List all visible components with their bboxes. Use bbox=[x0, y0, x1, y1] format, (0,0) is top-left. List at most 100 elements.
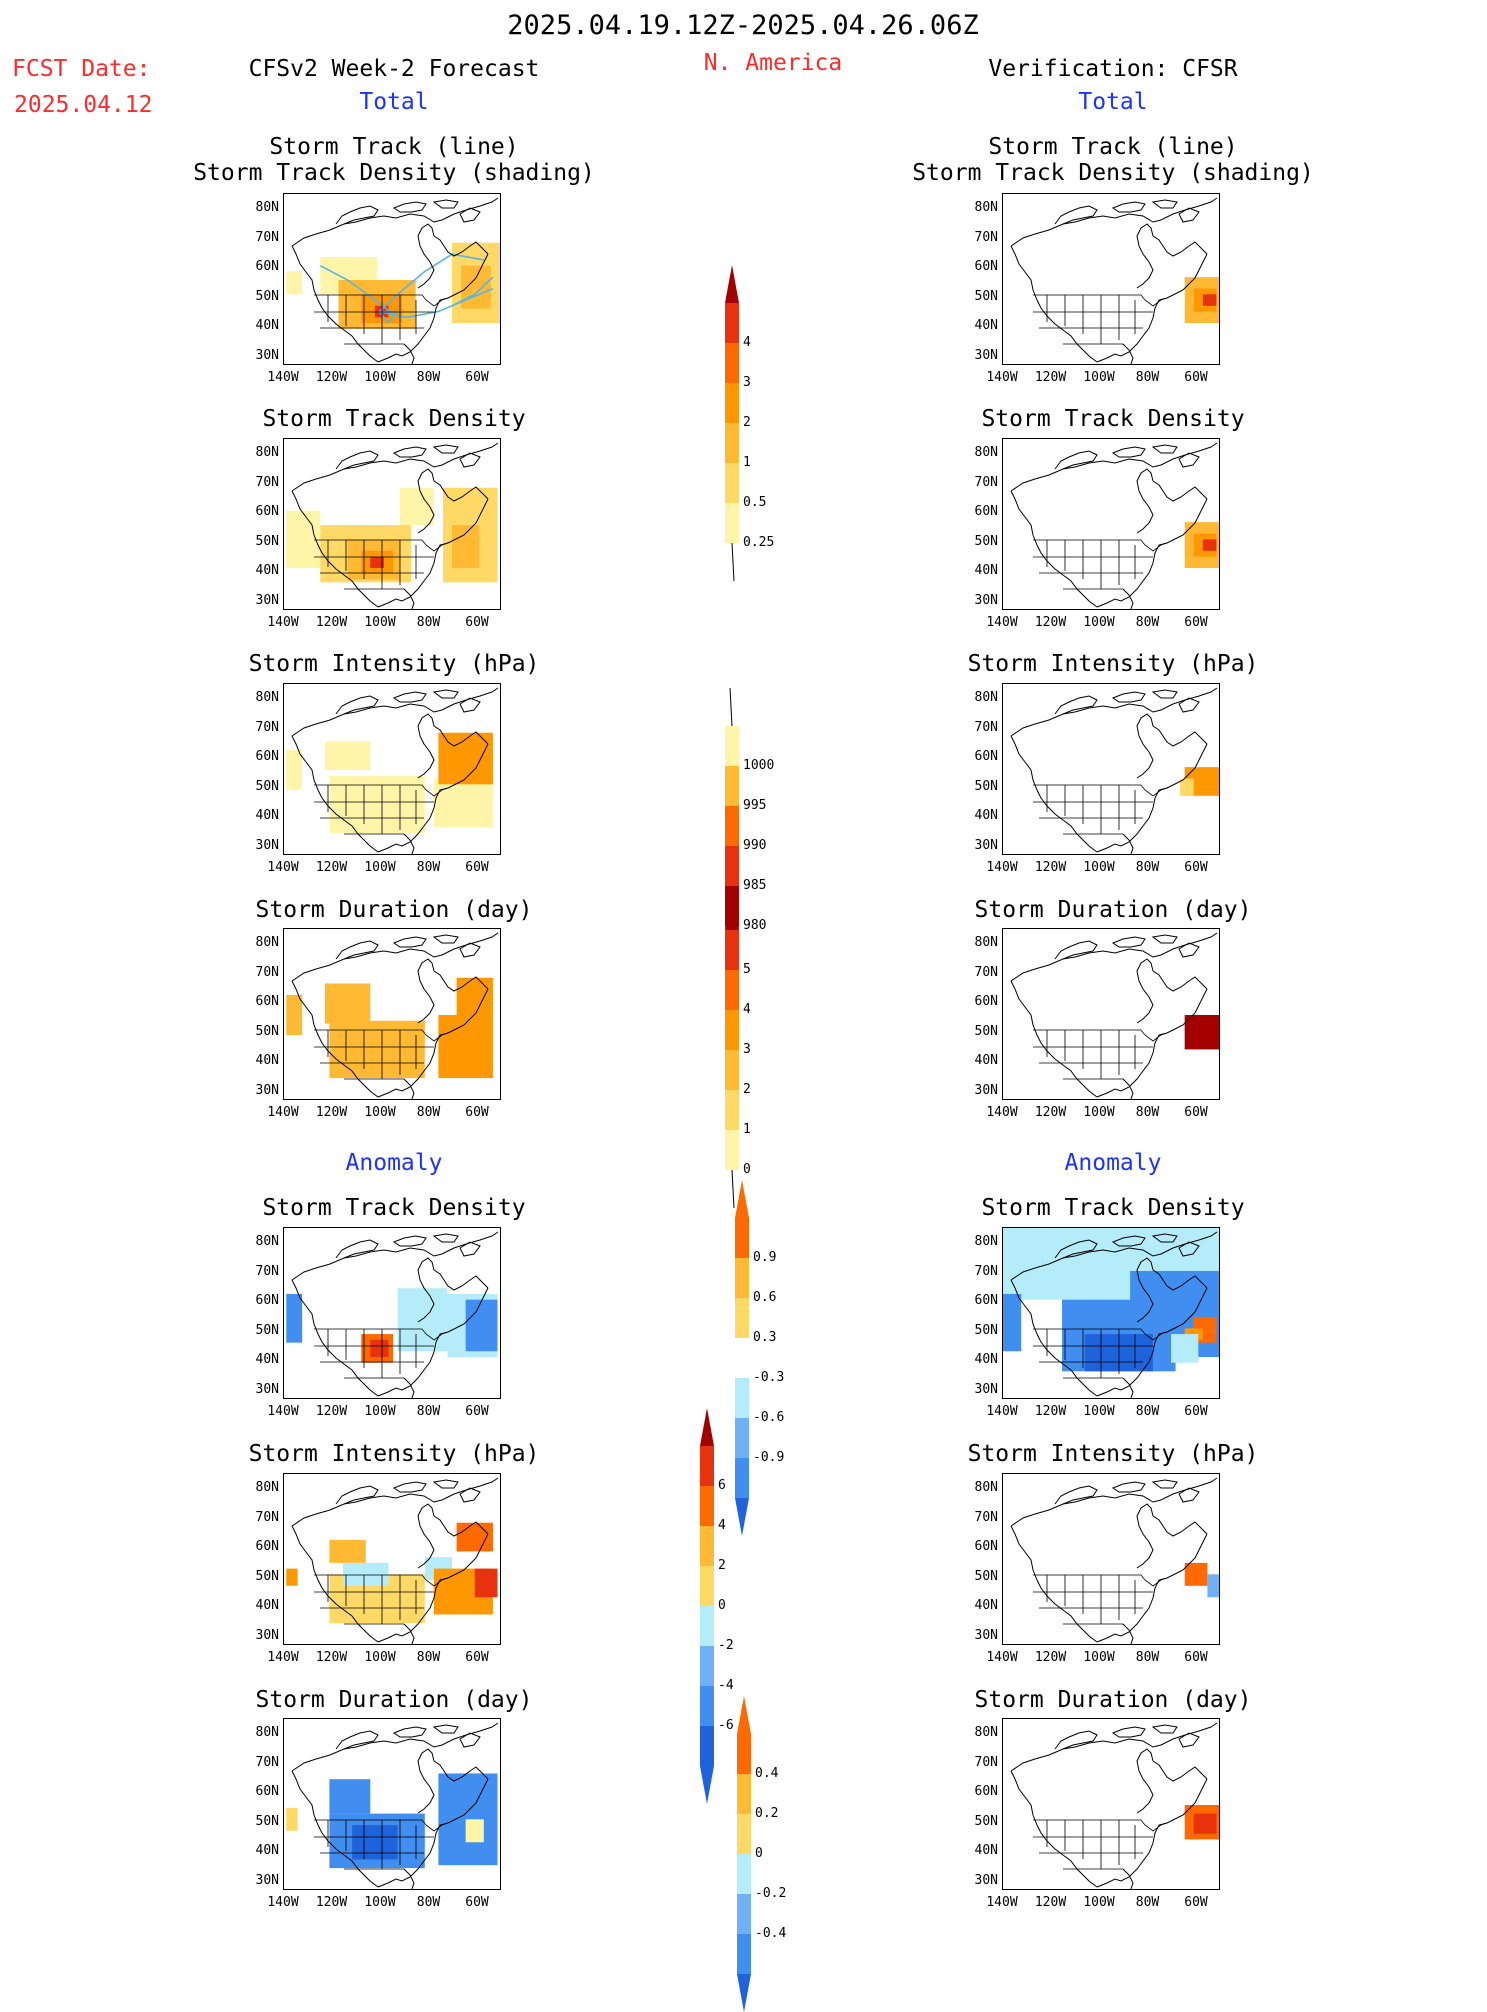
y-tick-label: 40N bbox=[255, 1598, 279, 1613]
x-tick-label: 120W bbox=[1034, 615, 1067, 630]
fcst-date-value: 2025.04.12 bbox=[14, 92, 153, 118]
colorbar-label: 2 bbox=[743, 1082, 751, 1097]
coastline bbox=[1010, 980, 1098, 1098]
north-america-map bbox=[1010, 687, 1219, 854]
y-tick-label: 80N bbox=[974, 935, 998, 950]
x-tick-label: 80W bbox=[416, 1404, 441, 1419]
colorbar-segment bbox=[725, 846, 739, 886]
density-colorbar: 4 3 2 1 0.5 0.25 bbox=[725, 265, 805, 581]
y-tick-label: 60N bbox=[255, 994, 279, 1009]
shading-cell bbox=[452, 525, 480, 568]
state-border bbox=[1046, 1030, 1136, 1079]
colorbar-segment bbox=[735, 1258, 749, 1298]
north-america-map bbox=[1010, 932, 1219, 1099]
y-tick-label: 80N bbox=[255, 1480, 279, 1495]
shading-cell bbox=[329, 775, 425, 834]
coastline bbox=[1151, 934, 1178, 944]
coastline bbox=[1010, 442, 1218, 492]
x-tick-label: 60W bbox=[465, 1650, 489, 1665]
coastline bbox=[403, 1078, 415, 1099]
coastline bbox=[377, 988, 489, 1098]
x-tick-label: 120W bbox=[315, 1404, 348, 1419]
state-border bbox=[1033, 294, 1168, 307]
coastline bbox=[377, 743, 489, 853]
y-tick-label: 50N bbox=[255, 533, 279, 549]
colorbar-graphic bbox=[737, 1696, 751, 2012]
storm-track-line bbox=[378, 310, 400, 325]
colorbar-segment bbox=[725, 766, 739, 806]
state-border bbox=[327, 1820, 417, 1869]
forecast-track-title-line2: Storm Track Density (shading) bbox=[193, 160, 595, 186]
y-tick-label: 60N bbox=[974, 1539, 998, 1554]
shading-cell bbox=[343, 1562, 389, 1586]
state-border bbox=[314, 1029, 449, 1042]
coastline bbox=[1054, 1485, 1098, 1505]
y-tick-label: 40N bbox=[974, 1598, 998, 1613]
north-america-map bbox=[286, 442, 499, 609]
coastline bbox=[377, 498, 489, 608]
coastline bbox=[1122, 1078, 1134, 1099]
coastline bbox=[335, 940, 379, 960]
coastline bbox=[392, 691, 427, 703]
coastline bbox=[377, 1778, 489, 1888]
coastline bbox=[1054, 940, 1098, 960]
shading-cell bbox=[438, 1773, 498, 1866]
state-border bbox=[1033, 1819, 1168, 1832]
y-tick-label: 40N bbox=[255, 1053, 279, 1068]
coastline bbox=[1054, 450, 1098, 470]
coastline bbox=[1136, 713, 1208, 779]
state-border bbox=[1046, 540, 1136, 589]
map-panel: 80N 70N 60N 50N 40N 30N 140W 120W 100W 80W 60W bbox=[256, 1227, 501, 1423]
state-border bbox=[1033, 1574, 1168, 1587]
shading-cell bbox=[1202, 294, 1217, 306]
y-tick-label: 40N bbox=[255, 563, 279, 578]
storm-track-line bbox=[379, 287, 494, 319]
shading-cell bbox=[456, 1522, 493, 1552]
x-tick-label: 100W bbox=[364, 370, 396, 385]
map-frame bbox=[283, 1473, 501, 1645]
coastline bbox=[1178, 942, 1200, 958]
colorbar-segment bbox=[700, 1486, 714, 1526]
y-tick-label: 80N bbox=[255, 690, 279, 705]
state-border bbox=[1033, 1029, 1168, 1042]
y-tick-label: 50N bbox=[255, 1813, 279, 1829]
verification-track-title-line2: Storm Track Density (shading) bbox=[912, 160, 1314, 186]
map-frame bbox=[283, 683, 501, 855]
x-tick-label: 80W bbox=[1135, 370, 1160, 385]
state-border bbox=[314, 1836, 434, 1870]
coastline bbox=[417, 713, 489, 779]
coastline bbox=[1096, 1287, 1208, 1397]
colorbar-segment bbox=[737, 1734, 751, 1774]
verification-title: Verification: CFSR bbox=[988, 56, 1238, 82]
x-tick-label: 120W bbox=[315, 1895, 348, 1910]
state-border bbox=[1033, 801, 1153, 835]
coastline bbox=[403, 1623, 415, 1644]
forecast-intensity-title: Storm Intensity (hPa) bbox=[248, 651, 540, 677]
state-border bbox=[1033, 311, 1153, 345]
coastline bbox=[1054, 1239, 1098, 1259]
colorbar-label: 6 bbox=[718, 1478, 726, 1493]
colorbar-segment bbox=[735, 1338, 749, 1378]
y-tick-label: 60N bbox=[974, 1784, 998, 1799]
coastline bbox=[1010, 1770, 1098, 1888]
y-tick-label: 60N bbox=[974, 994, 998, 1009]
coastline bbox=[1096, 988, 1208, 1098]
x-tick-label: 100W bbox=[1083, 1895, 1115, 1910]
x-tick-label: 60W bbox=[1184, 370, 1208, 385]
coastline bbox=[335, 695, 379, 715]
x-tick-label: 80W bbox=[416, 1105, 441, 1120]
y-tick-label: 70N bbox=[974, 1754, 998, 1770]
shading-cell bbox=[474, 1568, 498, 1598]
x-tick-label: 60W bbox=[465, 1404, 489, 1419]
x-tick-label: 140W bbox=[986, 1105, 1018, 1120]
coastline bbox=[459, 942, 481, 958]
coastline bbox=[459, 1241, 481, 1257]
verification-duration-title: Storm Duration (day) bbox=[974, 897, 1252, 923]
y-tick-label: 70N bbox=[255, 1509, 279, 1525]
state-border bbox=[1046, 785, 1136, 834]
state-border bbox=[314, 784, 449, 797]
north-america-map bbox=[286, 932, 499, 1099]
shading-cell bbox=[1193, 1813, 1217, 1834]
coastline bbox=[291, 1722, 499, 1772]
colorbar-top-arrow bbox=[735, 1180, 749, 1218]
